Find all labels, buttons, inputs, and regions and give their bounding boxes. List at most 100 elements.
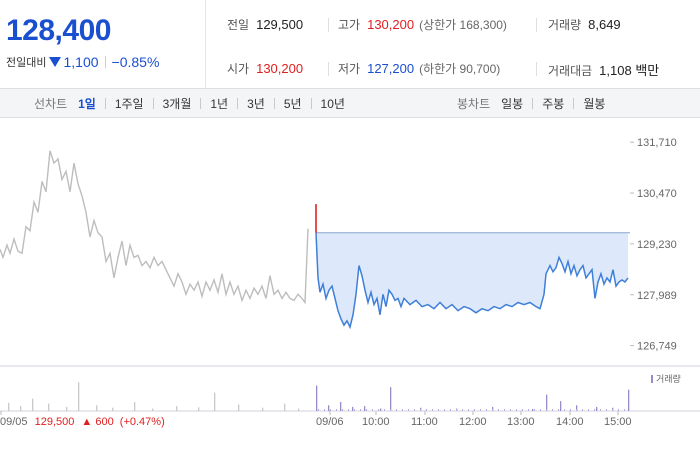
prev-day-info: 09/05 129,500 ▲ 600 (+0.47%) bbox=[0, 416, 165, 428]
volume-bar bbox=[588, 409, 589, 411]
volume-bar bbox=[262, 407, 264, 411]
volume-bar bbox=[450, 409, 451, 411]
stat-high: 고가 130,200 (상한가 168,300) bbox=[338, 16, 507, 33]
candle-monthly[interactable]: 월봉 bbox=[583, 96, 606, 111]
volume-bar bbox=[618, 409, 619, 411]
volume-bar bbox=[462, 409, 463, 411]
x-tick-label: 14:00 bbox=[556, 416, 584, 428]
prev-day-date: 09/05 bbox=[0, 416, 28, 428]
volume-bar bbox=[396, 409, 397, 411]
change-label: 전일대비 bbox=[6, 57, 47, 69]
volume-bar bbox=[198, 407, 200, 411]
volume-bar bbox=[540, 409, 541, 411]
stat-label: 시가 bbox=[227, 62, 250, 76]
change-row: 전일대비 1,100 −0.85% bbox=[6, 54, 159, 70]
stat-value: 1,108 백만 bbox=[599, 63, 660, 78]
volume-bar bbox=[66, 406, 68, 411]
quote-panel: 128,400 전일대비 1,100 −0.85% bbox=[0, 0, 206, 88]
volume-bar bbox=[420, 409, 421, 411]
volume-bar bbox=[414, 409, 415, 411]
x-tick-label: 15:00 bbox=[604, 416, 632, 428]
stat-value: 130,200 bbox=[256, 61, 304, 76]
legend-swatch bbox=[651, 375, 653, 383]
down-triangle-icon bbox=[49, 57, 62, 67]
range-5y[interactable]: 5년 bbox=[283, 96, 302, 111]
volume-bar bbox=[324, 409, 325, 411]
line-layer bbox=[0, 150, 630, 330]
grid-lines bbox=[0, 365, 700, 412]
volume-bar bbox=[390, 387, 392, 411]
volume-bar bbox=[534, 409, 535, 411]
volume-bar bbox=[444, 409, 445, 411]
volume-bar bbox=[328, 405, 330, 411]
current-price: 128,400 bbox=[6, 14, 111, 47]
range-1y[interactable]: 1년 bbox=[210, 96, 229, 111]
divider bbox=[573, 97, 575, 109]
volume-bar bbox=[152, 408, 154, 411]
volume-bar bbox=[576, 409, 577, 411]
volume-bar bbox=[78, 382, 80, 411]
stats-panel: 전일 129,500 고가 130,200 (상한가 168,300) 거래량 … bbox=[207, 0, 700, 88]
divider bbox=[104, 56, 106, 68]
prev-day-close: 129,500 bbox=[35, 416, 75, 428]
range-10y[interactable]: 10년 bbox=[320, 96, 345, 111]
x-tick-label: 11:00 bbox=[411, 416, 438, 428]
volume-bar bbox=[552, 409, 553, 411]
x-tick-label: 13:00 bbox=[507, 416, 535, 428]
volume-bar bbox=[492, 406, 494, 411]
volume-bar bbox=[48, 403, 50, 411]
stat-sub: (상한가 168,300) bbox=[419, 18, 507, 32]
candle-daily[interactable]: 일봉 bbox=[501, 96, 524, 111]
volume-bar bbox=[380, 408, 382, 411]
range-1d[interactable]: 1일 bbox=[78, 96, 96, 111]
candle-weekly[interactable]: 주봉 bbox=[542, 96, 565, 111]
volume-bar bbox=[336, 409, 337, 411]
range-3m[interactable]: 3개월 bbox=[162, 96, 192, 111]
volume-bar bbox=[570, 409, 571, 411]
volume-layer bbox=[8, 382, 630, 411]
today-fill-area bbox=[316, 232, 628, 328]
volume-bar bbox=[318, 409, 319, 411]
prev-day-change: 600 bbox=[95, 416, 113, 428]
volume-bar bbox=[438, 409, 439, 411]
range-3y[interactable]: 3년 bbox=[247, 96, 265, 111]
stat-trade-value: 거래대금 1,108 백만 bbox=[548, 60, 659, 79]
volume-bar bbox=[298, 408, 300, 411]
axis-layer: 131,710 130,470 129,230 127,989 126,749 09/06… bbox=[0, 137, 677, 428]
line-chart-label: 선차트 bbox=[34, 96, 68, 111]
volume-bar bbox=[546, 409, 547, 411]
candle-chart-label: 봉차트 bbox=[457, 96, 491, 111]
volume-bar bbox=[330, 409, 331, 411]
volume-bar bbox=[384, 409, 385, 411]
stat-value: 129,500 bbox=[256, 17, 304, 32]
price-chart[interactable]: 131,710 130,470 129,230 127,989 126,749 09/06… bbox=[0, 118, 700, 450]
y-tick-label: 130,470 bbox=[637, 188, 677, 200]
volume-bar bbox=[316, 385, 318, 411]
volume-bar bbox=[606, 409, 607, 411]
volume-bar bbox=[624, 409, 625, 411]
volume-bar bbox=[364, 406, 366, 411]
today-line bbox=[315, 232, 629, 330]
stat-label: 전일 bbox=[227, 18, 250, 32]
volume-bar bbox=[214, 392, 216, 411]
volume-bar bbox=[504, 409, 505, 411]
divider bbox=[273, 97, 275, 109]
stat-label: 저가 bbox=[338, 62, 361, 76]
line-chart-range-group: 선차트 1일 1주일 3개월 1년 3년 5년 10년 bbox=[34, 89, 347, 117]
volume-bar bbox=[528, 409, 529, 411]
x-tick-label: 12:00 bbox=[459, 416, 487, 428]
stat-prev-close: 전일 129,500 bbox=[227, 16, 303, 33]
stat-label: 고가 bbox=[338, 18, 361, 32]
volume-bar bbox=[456, 409, 457, 411]
divider bbox=[532, 97, 534, 109]
range-1w[interactable]: 1주일 bbox=[114, 96, 144, 111]
stat-value: 127,200 bbox=[367, 61, 415, 76]
y-tick-label: 126,749 bbox=[637, 341, 677, 353]
volume-bar bbox=[366, 409, 367, 411]
x-tick-label: 10:00 bbox=[362, 416, 390, 428]
volume-bar bbox=[600, 409, 601, 411]
volume-bar bbox=[348, 409, 349, 411]
volume-bar bbox=[20, 406, 22, 411]
volume-bar bbox=[532, 408, 534, 411]
volume-bar bbox=[284, 403, 286, 411]
